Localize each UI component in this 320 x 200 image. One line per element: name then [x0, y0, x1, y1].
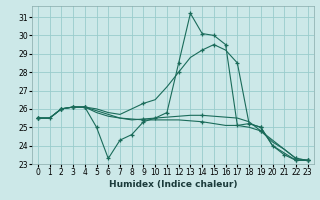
X-axis label: Humidex (Indice chaleur): Humidex (Indice chaleur) [108, 180, 237, 189]
